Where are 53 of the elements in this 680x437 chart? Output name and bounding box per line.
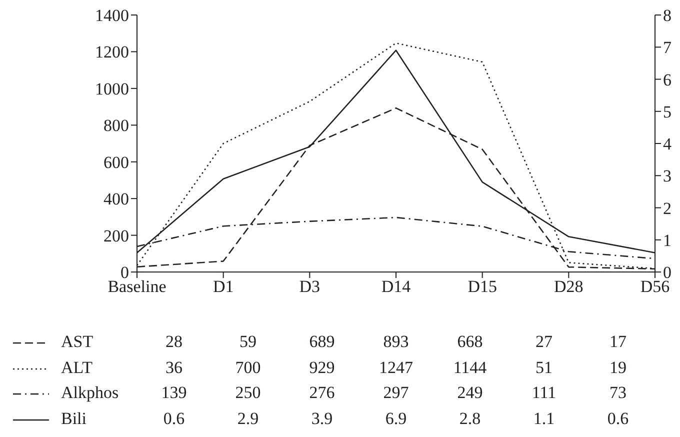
data-label: 0.6 [162, 408, 186, 428]
data-label: 0.6 [606, 408, 630, 428]
y2-tick-label: 6 [663, 70, 672, 90]
data-label: 668 [456, 332, 484, 352]
data-label: 2.9 [236, 408, 260, 428]
data-label: 249 [456, 383, 484, 403]
y2-tick-label: 3 [663, 166, 672, 186]
x-tick-label: D15 [468, 277, 497, 296]
data-label: 1.1 [532, 408, 556, 428]
legend-label: ALT [61, 358, 92, 378]
data-label: 51 [534, 358, 554, 378]
data-label: 929 [308, 358, 336, 378]
x-tick-label: D1 [212, 277, 234, 296]
y-tick-label: 800 [104, 116, 129, 136]
data-label: 28 [164, 332, 184, 352]
y-tick-label: 200 [104, 226, 129, 246]
data-label: 250 [234, 383, 262, 403]
data-label: 139 [160, 383, 188, 403]
data-label: 17 [608, 332, 628, 352]
x-tick-label: D56 [640, 277, 670, 296]
data-label: 297 [382, 383, 410, 403]
data-label: 276 [308, 383, 336, 403]
y2-tick-label: 4 [663, 134, 672, 154]
x-tick-label: D14 [381, 277, 412, 296]
data-label: 6.9 [384, 408, 408, 428]
data-label: 1144 [452, 358, 488, 378]
legend-label: Bili [61, 408, 87, 428]
y-tick-label: 600 [104, 152, 129, 172]
data-label: 59 [238, 332, 258, 352]
x-tick-label: D28 [554, 277, 584, 296]
data-label: 2.8 [458, 408, 482, 428]
x-tick-label: D3 [299, 277, 320, 296]
data-label: 19 [608, 358, 628, 378]
y2-tick-label: 1 [663, 230, 672, 250]
y-tick-label: 400 [104, 190, 129, 209]
y-tick-label: 1400 [95, 6, 129, 26]
y2-tick-label: 2 [663, 198, 672, 218]
data-label: 36 [164, 358, 184, 378]
y-tick-label: 1200 [95, 42, 129, 62]
data-label: 27 [534, 332, 554, 352]
data-label: 111 [530, 383, 558, 403]
data-label: 689 [308, 332, 336, 352]
data-label: 1247 [378, 358, 414, 378]
data-label: 3.9 [310, 408, 334, 428]
y2-tick-label: 5 [663, 102, 672, 122]
y2-tick-label: 7 [663, 38, 672, 58]
data-label: 73 [608, 383, 628, 403]
legend-label: Alkphos [61, 383, 119, 403]
y-tick-label: 1000 [95, 79, 129, 98]
y2-tick-label: 8 [663, 6, 672, 26]
legend-label: AST [61, 332, 94, 352]
data-label: 893 [382, 332, 410, 352]
data-label: 700 [234, 358, 262, 378]
